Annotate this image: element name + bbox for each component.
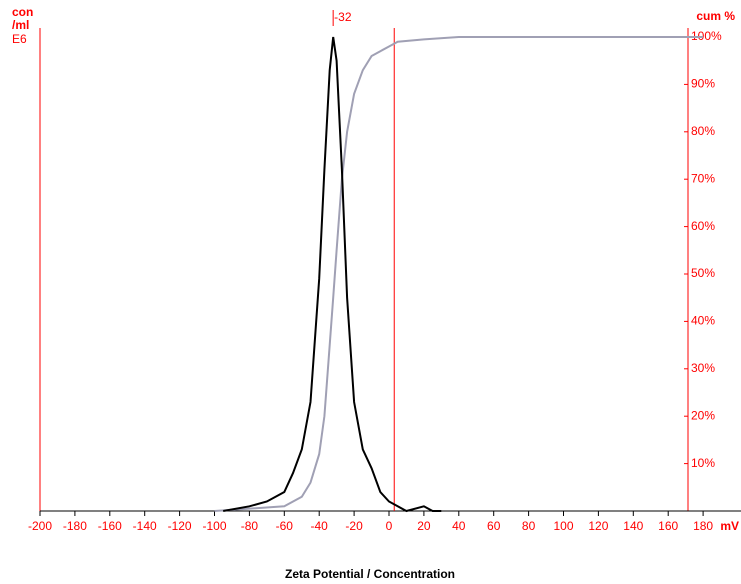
y2-tick-label: 90%	[691, 77, 715, 91]
x-tick-label: -140	[133, 519, 157, 533]
peak-label: -32	[334, 10, 352, 24]
x-tick-label: 80	[522, 519, 536, 533]
y2-tick-label: 50%	[691, 266, 715, 280]
y2-label: cum %	[696, 9, 735, 23]
series-line	[214, 36, 704, 512]
x-tick-label: 100	[553, 519, 573, 533]
x-tick-label: -200	[28, 519, 52, 533]
x-tick-label: -160	[98, 519, 122, 533]
y2-tick-label: 60%	[691, 219, 715, 233]
y2-tick-label: 80%	[691, 124, 715, 138]
x-tick-label: 0	[386, 519, 393, 533]
x-tick-label: -40	[311, 519, 329, 533]
y2-tick-label: 30%	[691, 361, 715, 375]
x-unit: mV	[720, 519, 739, 533]
x-tick-label: -60	[276, 519, 294, 533]
y2-tick-label: 100%	[691, 29, 722, 43]
x-tick-label: -20	[345, 519, 363, 533]
x-tick-label: 160	[658, 519, 678, 533]
x-tick-label: 20	[417, 519, 431, 533]
x-tick-label: -80	[241, 519, 259, 533]
y-label: con	[12, 5, 33, 19]
y-label: /ml	[12, 18, 29, 32]
series-line	[223, 36, 442, 513]
x-tick-label: 120	[588, 519, 608, 533]
y2-tick-label: 40%	[691, 314, 715, 328]
x-tick-label: 140	[623, 519, 643, 533]
y-label: E6	[12, 32, 27, 46]
x-tick-label: 180	[693, 519, 713, 533]
y2-tick-label: 70%	[691, 171, 715, 185]
y2-tick-label: 10%	[691, 456, 715, 470]
x-tick-label: -180	[63, 519, 87, 533]
y2-tick-label: 20%	[691, 408, 715, 422]
x-tick-label: -120	[168, 519, 192, 533]
x-tick-label: -100	[202, 519, 226, 533]
x-tick-label: 40	[452, 519, 466, 533]
x-tick-label: 60	[487, 519, 501, 533]
chart-title: Zeta Potential / Concentration	[285, 567, 455, 581]
